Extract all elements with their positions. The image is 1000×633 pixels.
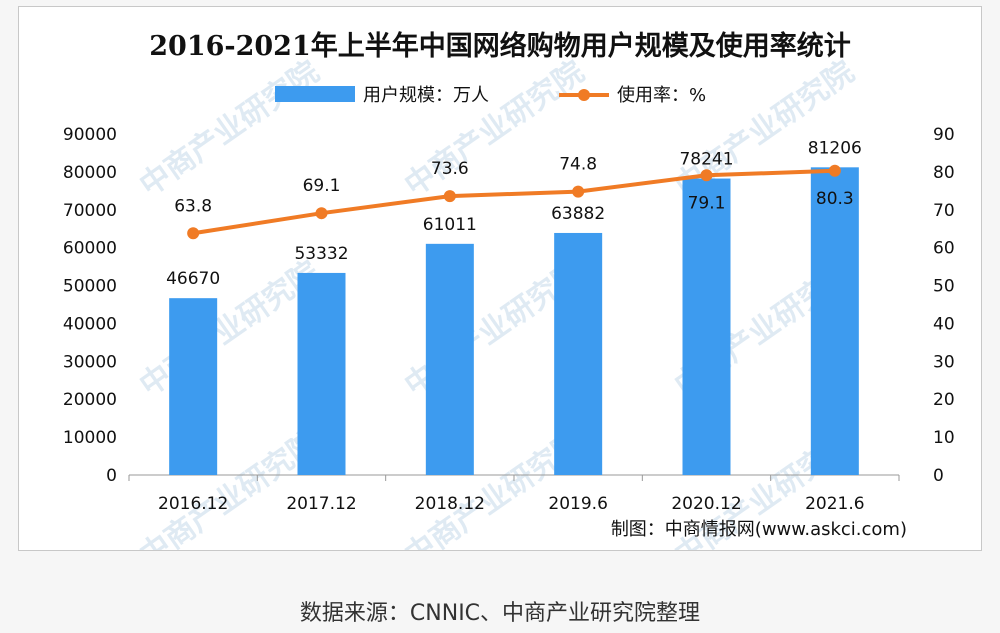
line-layer: 63.8 69.1 73.6 74.8 79.1 80.3 (174, 155, 854, 240)
bar (169, 298, 218, 475)
x-tick-label: 2018.12 (415, 494, 485, 514)
rate-point (828, 164, 841, 177)
y-right-tick-label: 30 (933, 352, 955, 372)
chart-credit: 制图：中商情报网(www.askci.com) (611, 519, 907, 540)
rate-value-label: 80.3 (816, 189, 854, 209)
x-tick-label: 2021.6 (805, 494, 864, 514)
rate-value-label: 74.8 (559, 155, 597, 175)
y-right-tick-label: 80 (933, 163, 955, 183)
bar-value-label: 81206 (808, 138, 862, 158)
watermark-text: 中商产业研究院 (399, 54, 591, 203)
x-tick-label: 2017.12 (286, 494, 356, 514)
rate-value-label: 79.1 (688, 193, 726, 213)
rate-point (187, 227, 200, 240)
watermark-text: 中商产业研究院 (134, 54, 326, 203)
bars-layer: 46670 53332 61011 63882 78241 81206 (166, 138, 862, 476)
source-note: 数据来源：CNNIC、中商产业研究院整理 (299, 601, 701, 626)
y-left-tick-label: 40000 (63, 314, 117, 334)
y-right-tick-label: 40 (933, 314, 955, 334)
bar-value-label: 78241 (679, 150, 733, 170)
y-left-tick-label: 10000 (63, 428, 117, 448)
legend-line-marker (578, 89, 590, 101)
rate-line (192, 168, 835, 236)
y-left-tick-label: 90000 (63, 125, 117, 145)
y-left-tick-label: 20000 (63, 390, 117, 410)
y-right-tick-label: 10 (933, 428, 955, 448)
rate-point (443, 190, 456, 203)
chart-title: 2016-2021年上半年中国网络购物用户规模及使用率统计 (149, 30, 851, 62)
y-left-tick-label: 50000 (63, 277, 117, 297)
y-right-tick-label: 60 (933, 239, 955, 259)
x-tick-label: 2019.6 (548, 494, 607, 514)
bar (297, 272, 346, 475)
y-left-tick-label: 0 (106, 466, 117, 486)
y-left-tick-label: 70000 (63, 201, 117, 221)
y-right-tick-label: 0 (933, 466, 944, 486)
bar-value-label: 46670 (166, 269, 220, 289)
axes: 0 10000 20000 30000 40000 50000 60000 70000 8000… (63, 125, 955, 514)
legend-line-label: 使用率：% (617, 85, 706, 106)
y-left-tick-label: 60000 (63, 239, 117, 259)
bar (554, 232, 603, 475)
bar-value-label: 61011 (423, 215, 477, 235)
legend-bar-label: 用户规模：万人 (363, 85, 489, 106)
legend: 用户规模：万人 使用率：% (275, 85, 706, 106)
rate-point (700, 169, 713, 182)
rate-value-label: 73.6 (431, 159, 469, 179)
y-right-tick-label: 70 (933, 201, 955, 221)
legend-bar-swatch (275, 86, 355, 102)
bar-value-label: 63882 (551, 204, 605, 224)
bar (682, 178, 731, 476)
x-tick-label: 2020.12 (671, 494, 741, 514)
y-left-tick-label: 80000 (63, 163, 117, 183)
rate-value-label: 63.8 (174, 196, 212, 216)
y-right-tick-label: 50 (933, 277, 955, 297)
rate-point (315, 207, 328, 220)
bar (810, 167, 859, 475)
y-right-tick-label: 90 (933, 125, 955, 145)
watermark-text: 中商产业研究院 (134, 424, 326, 550)
rate-point (572, 185, 585, 198)
y-right-tick-label: 20 (933, 390, 955, 410)
y-left-tick-label: 30000 (63, 352, 117, 372)
x-tick-label: 2016.12 (158, 494, 228, 514)
watermark-text: 中商产业研究院 (134, 254, 326, 403)
chart-card: 中商产业研究院 中商产业研究院 中商产业研究院 中商产业研究院 中商产业研究院 中商产业研… (18, 6, 982, 551)
bar-value-label: 53332 (294, 244, 348, 264)
bar (425, 243, 474, 475)
rate-value-label: 69.1 (303, 176, 341, 196)
